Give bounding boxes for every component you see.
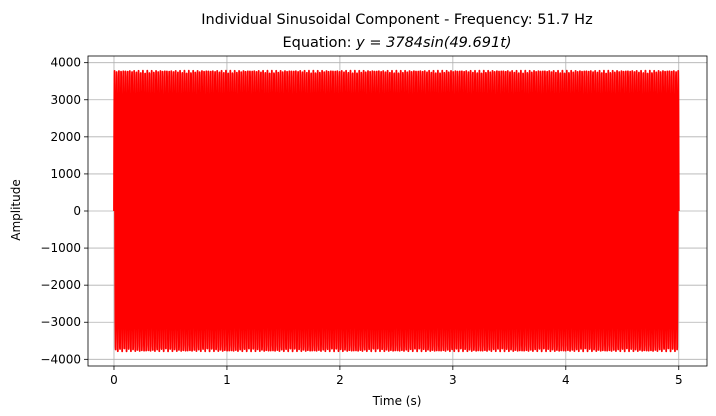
x-tick-label: 4 [562, 373, 570, 387]
x-tick-label: 2 [336, 373, 344, 387]
chart-title: Individual Sinusoidal Component - Freque… [201, 12, 592, 28]
y-tick-label: −2000 [40, 278, 81, 292]
chart-subtitle: Equation: y = 3784sin(49.691t) [282, 35, 511, 51]
y-tick-label: −4000 [40, 352, 81, 366]
x-tick-label: 0 [110, 373, 118, 387]
y-tick-label: −1000 [40, 241, 81, 255]
y-tick-label: 1000 [50, 167, 81, 181]
y-tick-label: 0 [73, 204, 81, 218]
y-tick-label: 2000 [50, 130, 81, 144]
y-tick-label: 4000 [50, 56, 81, 70]
x-axis-label: Time (s) [372, 394, 422, 408]
y-axis-label: Amplitude [9, 179, 23, 241]
x-tick-label: 1 [223, 373, 231, 387]
series-line [113, 69, 680, 353]
chart-subtitle-equation: y = 3784sin(49.691t) [355, 35, 511, 51]
x-tick-label: 5 [675, 373, 683, 387]
series-layer [113, 69, 680, 353]
y-tick-label: 3000 [50, 93, 81, 107]
x-tick-label: 3 [449, 373, 457, 387]
chart-subtitle-prefix: Equation: [282, 35, 356, 51]
ticks: 0 1 2 3 4 5 −4000 −3000 −2000 −1000 0 1000 2000 3000 4… [40, 56, 682, 387]
y-tick-label: −3000 [40, 315, 81, 329]
